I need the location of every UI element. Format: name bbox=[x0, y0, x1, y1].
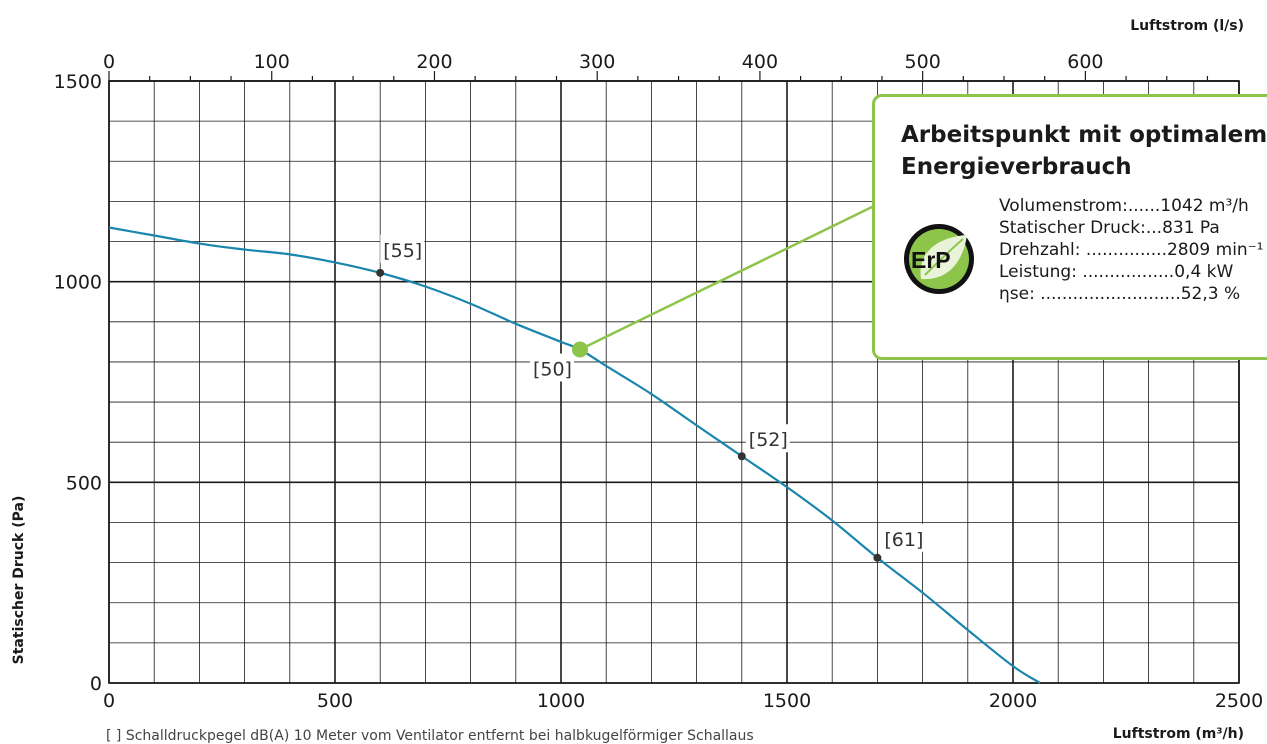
erp-logo-text: ErP bbox=[911, 247, 951, 273]
point-label-bg bbox=[745, 424, 790, 453]
row-value: 831 Pa bbox=[1162, 218, 1220, 238]
row-label: Leistung: ................. bbox=[999, 262, 1175, 282]
row-value: 52,3 % bbox=[1180, 284, 1241, 304]
x2-tick-label: 0 bbox=[103, 51, 115, 73]
row-label: ηse: .......................... bbox=[999, 284, 1181, 304]
operating-point-row: Statischer Druck:...831 Pa bbox=[999, 217, 1263, 239]
x-axis-title: Luftstrom (m³/h) bbox=[1113, 726, 1244, 742]
y-tick-label: 1500 bbox=[54, 71, 102, 93]
row-value: 1042 m³/h bbox=[1160, 196, 1249, 216]
row-label: Statischer Druck:... bbox=[999, 218, 1163, 238]
x2-tick-label: 200 bbox=[416, 51, 452, 73]
row-value: 0,4 kW bbox=[1174, 262, 1234, 282]
point-label-bg bbox=[380, 234, 425, 263]
x-tick-label: 500 bbox=[317, 690, 353, 712]
x-tick-label: 1500 bbox=[763, 690, 811, 712]
operating-point-row: ηse: ..........................52,3 % bbox=[999, 283, 1263, 305]
row-label: Volumenstrom:...... bbox=[999, 196, 1161, 216]
point-label-bg bbox=[529, 353, 574, 382]
operating-point-row: Leistung: .................0,4 kW bbox=[999, 261, 1263, 283]
x2-tick-label: 300 bbox=[579, 51, 615, 73]
point-label-bg bbox=[881, 523, 926, 552]
y-tick-label: 500 bbox=[66, 472, 102, 494]
point-label: [50] bbox=[533, 358, 572, 380]
x2-tick-label: 500 bbox=[905, 51, 941, 73]
x2-axis-title: Luftstrom (l/s) bbox=[1130, 18, 1244, 34]
operating-point-row: Volumenstrom:......1042 m³/h bbox=[999, 195, 1263, 217]
row-label: Drehzahl: ............... bbox=[999, 240, 1167, 260]
point-label: [52] bbox=[749, 429, 788, 451]
operating-point-box: Arbeitspunkt mit optimalem Energieverbra… bbox=[872, 94, 1267, 360]
data-point bbox=[873, 553, 882, 562]
data-point bbox=[376, 268, 385, 277]
data-point bbox=[737, 452, 746, 461]
x-tick-label: 1000 bbox=[537, 690, 585, 712]
y-tick-label: 0 bbox=[90, 673, 102, 695]
operating-point-connector bbox=[579, 204, 875, 351]
operating-point-values: Volumenstrom:......1042 m³/h Statischer D… bbox=[999, 195, 1263, 305]
erp-leaf-icon: ErP bbox=[903, 223, 975, 295]
row-value: 2809 min⁻¹ bbox=[1166, 240, 1264, 260]
y-axis-title: Statischer Druck (Pa) bbox=[11, 496, 27, 665]
footnote: [ ] Schalldruckpegel dB(A) 10 Meter vom … bbox=[106, 728, 754, 744]
y-tick-label: 1000 bbox=[54, 272, 102, 294]
x2-tick-label: 400 bbox=[742, 51, 778, 73]
x-tick-label: 2500 bbox=[1215, 690, 1263, 712]
x-tick-label: 0 bbox=[103, 690, 115, 712]
operating-point-row: Drehzahl: ...............2809 min⁻¹ bbox=[999, 239, 1263, 261]
x-tick-label: 2000 bbox=[989, 690, 1037, 712]
point-label: [61] bbox=[884, 529, 923, 551]
operating-point-marker bbox=[571, 341, 588, 358]
x2-tick-label: 100 bbox=[254, 51, 290, 73]
x2-tick-label: 600 bbox=[1067, 51, 1103, 73]
point-label: [55] bbox=[383, 240, 422, 262]
operating-point-title: Arbeitspunkt mit optimalem Energieverbra… bbox=[901, 122, 1267, 180]
